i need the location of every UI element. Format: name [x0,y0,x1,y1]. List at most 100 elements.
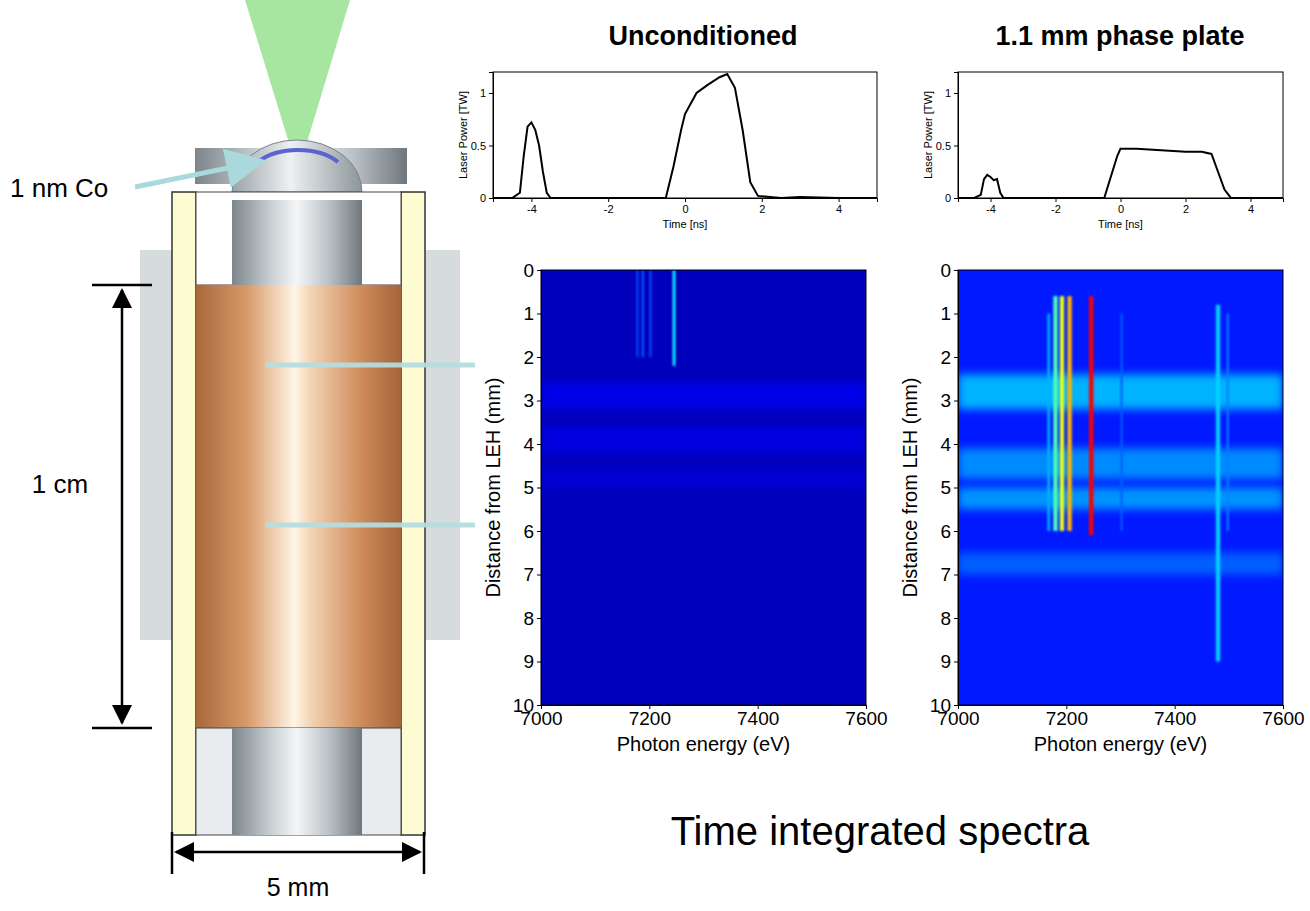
spectral-line [1089,296,1093,535]
y-axis-title: Laser Power [TW] [457,91,469,179]
y-tick-label: 10 [513,695,534,716]
axes: -4-202400.51Time [ns]Laser Power [TW] [457,72,878,230]
y-axis-title: Laser Power [TW] [922,91,934,179]
y-tick-label: 0.5 [936,140,951,152]
dimension-cap [92,284,152,287]
y-tick: 0 [940,260,958,281]
y-tick-mark [954,575,958,576]
heatmap-cells [541,270,866,705]
plot-frame [493,72,877,198]
y-tick: 9 [940,651,958,672]
x-tick: 7600 [1262,705,1304,729]
y-tick-mark [954,401,958,402]
y-tick-mark [954,618,958,619]
x-tick-label: 0 [1118,203,1124,215]
y-tick: 0 [945,192,958,204]
y-tick-label: 6 [940,521,951,542]
axes: 7000720074007600012345678910Photon energ… [482,260,888,755]
x-tick-label: -4 [527,203,537,215]
y-tick-mark [954,705,958,706]
x-tick-mark [1186,198,1187,202]
y-tick-mark [537,531,541,532]
y-tick-mark [537,575,541,576]
x-tick-mark [762,198,763,202]
x-axis-title: Time [ns] [663,218,708,230]
column-title: Unconditioned [609,21,798,51]
y-tick-label: 2 [523,347,534,368]
x-axis: -4-2024 [494,198,878,215]
plot-lines [958,149,1283,198]
dimension-line [121,290,124,723]
y-tick-label: 10 [930,695,951,716]
y-tick: 1 [945,87,958,99]
x-tick-mark [839,198,840,202]
x-tick-mark [991,198,992,202]
y-tick: 5 [940,477,958,498]
lower-neck [196,728,401,835]
x-tick: -4 [527,198,537,215]
y-axis: 012345678910 [513,260,542,716]
dimension-line [176,851,420,854]
y-tick: 1 [523,303,541,324]
y-tick: 6 [940,521,958,542]
wall-left [172,192,196,835]
y-tick-label: 1 [945,87,951,99]
x-tick: 4 [1248,198,1254,215]
spectral-line [636,270,638,357]
x-axis-title: Time [ns] [1098,218,1143,230]
x-tick-label: 2 [759,203,765,215]
y-tick: 4 [523,434,541,455]
gold-cylinder [196,285,401,728]
axis-line [494,199,878,203]
y-tick-label: 0 [940,260,951,281]
axis-line [959,199,1284,203]
x-tick: 0 [1118,198,1124,215]
x-tick-mark [1056,198,1057,202]
y-tick-mark [537,444,541,445]
y-tick-mark [537,357,541,358]
x-tick-label: -2 [604,203,614,215]
y-tick: 6 [523,521,541,542]
column-title: 1.1 mm phase plate [995,21,1244,51]
y-tick: 10 [930,695,958,716]
figure: 1 nm Co1 cm5 mmUnconditioned1.1 mm phase… [0,0,1310,911]
heatmap-cells [958,270,1283,705]
axis-line [542,706,867,710]
y-axis: 00.51 [471,73,494,205]
spectral-line [1053,296,1057,531]
y-tick-label: 9 [523,651,534,672]
y-tick-mark [954,270,958,271]
dimension-cap [423,832,426,874]
x-axis: 7000720074007600 [937,705,1304,729]
y-tick-label: 3 [523,390,534,411]
y-tick-label: 7 [940,564,951,585]
heatmap-band [541,470,866,487]
y-tick-label: 8 [940,608,951,629]
spectral-line [1067,296,1071,531]
axes: -4-202400.51Time [ns]Laser Power [TW] [922,72,1284,230]
upper-neck [196,192,401,285]
y-tick-label: 9 [940,651,951,672]
x-tick: 2 [759,198,765,215]
x-tick: 7600 [845,705,887,729]
plot-frame [541,270,866,705]
x-tick: 7400 [737,705,779,729]
y-tick-label: 2 [940,347,951,368]
y-tick: 0.5 [936,140,958,152]
y-tick-mark [954,314,958,315]
y-tick: 8 [523,608,541,629]
y-tick-mark [954,444,958,445]
y-tick-mark [954,93,958,94]
connector-line [265,363,475,368]
y-tick-mark [954,146,958,147]
heatmap-background [958,270,1283,705]
plot-frame [958,72,1283,198]
dimension-cap [92,727,152,730]
y-tick: 0.5 [471,140,493,152]
cobalt-layer [258,150,338,162]
x-axis-title: Photon energy (eV) [1034,733,1207,755]
y-tick-mark [954,531,958,532]
x-tick-label: 7200 [1046,708,1088,729]
y-tick-label: 4 [523,434,534,455]
x-tick-mark [1251,198,1252,202]
